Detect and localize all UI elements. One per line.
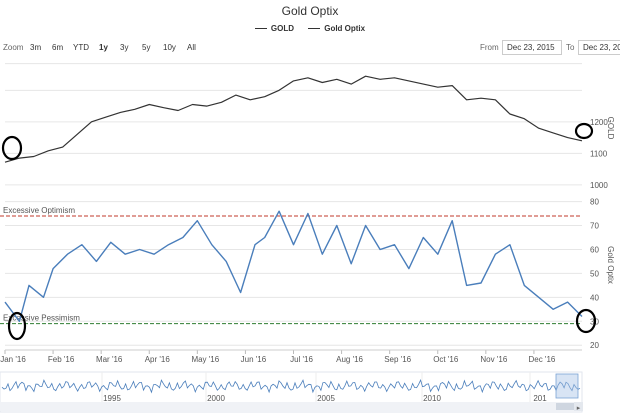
optix-tick-label: 80	[590, 198, 599, 207]
zoom-label: Zoom	[3, 43, 24, 52]
range-selector: Zoom 3m 6m YTD 1y 3y 5y 10y All From Dec…	[0, 40, 620, 56]
zoom-button-1y[interactable]: 1y	[99, 43, 108, 52]
legend-item-optix[interactable]: Gold Optix	[308, 24, 365, 33]
x-tick-label: Mar '16	[96, 355, 123, 364]
optix-tick-label: 70	[590, 222, 599, 231]
reference-label-pessimism: Excessive Pessimism	[3, 314, 80, 323]
zoom-button-10y[interactable]: 10y	[163, 43, 176, 52]
x-tick-label: Dec '16	[528, 355, 555, 364]
to-date-input[interactable]: Dec 23, 20	[578, 40, 620, 55]
navigator-tick-label: 201	[533, 394, 547, 403]
from-date-input[interactable]: Dec 23, 2015	[502, 40, 562, 55]
zoom-button-all[interactable]: All	[187, 43, 196, 52]
navigator-scroll-right-arrow: ▸	[577, 405, 581, 412]
highlight-circle-gold-start	[1, 135, 23, 161]
navigator[interactable]: 1995 2000 2005 2010 201 ▸	[0, 371, 583, 413]
x-tick-label: May '16	[191, 355, 219, 364]
zoom-button-3y[interactable]: 3y	[120, 43, 129, 52]
legend-swatch-optix	[308, 28, 321, 29]
chart-title: Gold Optix	[281, 4, 339, 18]
x-tick-label: Jan '16	[0, 355, 26, 364]
gold-axis-label: GOLD	[606, 117, 615, 140]
highlight-circle-optix-start	[7, 311, 27, 341]
legend-label-optix: Gold Optix	[324, 24, 366, 33]
x-tick-label: Jun '16	[241, 355, 267, 364]
x-tick-label: Nov '16	[480, 355, 507, 364]
zoom-button-3m[interactable]: 3m	[30, 43, 42, 52]
navigator-selected-window[interactable]	[555, 373, 579, 399]
legend-label-gold: GOLD	[270, 24, 294, 33]
x-tick-label: Feb '16	[48, 355, 75, 364]
x-tick-label: Jul '16	[290, 355, 313, 364]
gold-tick-label: 1200	[590, 118, 608, 127]
navigator-tick-label: 2000	[207, 394, 225, 403]
navigator-scrollbar-thumb[interactable]	[556, 403, 576, 410]
reference-label-optimism: Excessive Optimism	[3, 206, 75, 215]
gold-tick-label: 1000	[590, 181, 608, 190]
optix-series-line	[4, 210, 583, 322]
navigator-scroll-right-button[interactable]	[574, 402, 583, 411]
legend: GOLD Gold Optix	[0, 22, 620, 33]
optix-tick-label: 60	[590, 245, 599, 254]
zoom-button-ytd[interactable]: YTD	[73, 43, 89, 52]
navigator-scrollbar-track[interactable]	[0, 402, 582, 411]
highlight-circle-gold-end	[574, 122, 594, 140]
gold-series-line	[4, 75, 583, 163]
optix-tick-label: 40	[590, 293, 599, 302]
legend-item-gold[interactable]: GOLD	[254, 24, 294, 33]
navigator-series-line	[1, 378, 581, 394]
x-tick-label: Apr '16	[145, 355, 171, 364]
x-tick-label: Aug '16	[336, 355, 363, 364]
optix-axis-label: Gold Optix	[606, 246, 615, 284]
navigator-tick-label: 2010	[423, 394, 441, 403]
to-label: To	[566, 43, 575, 52]
optix-tick-label: 20	[590, 341, 599, 350]
navigator-tick-label: 2005	[317, 394, 335, 403]
optix-tick-label: 50	[590, 269, 599, 278]
highlight-circle-optix-end	[575, 308, 597, 334]
x-tick-label: Sep '16	[384, 355, 411, 364]
zoom-button-6m[interactable]: 6m	[52, 43, 64, 52]
x-tick-label: Oct '16	[433, 355, 459, 364]
legend-swatch-gold	[254, 28, 267, 29]
navigator-tick-label: 1995	[103, 394, 121, 403]
gold-tick-label: 1100	[590, 149, 608, 158]
from-label: From	[480, 43, 499, 52]
zoom-button-5y[interactable]: 5y	[142, 43, 151, 52]
